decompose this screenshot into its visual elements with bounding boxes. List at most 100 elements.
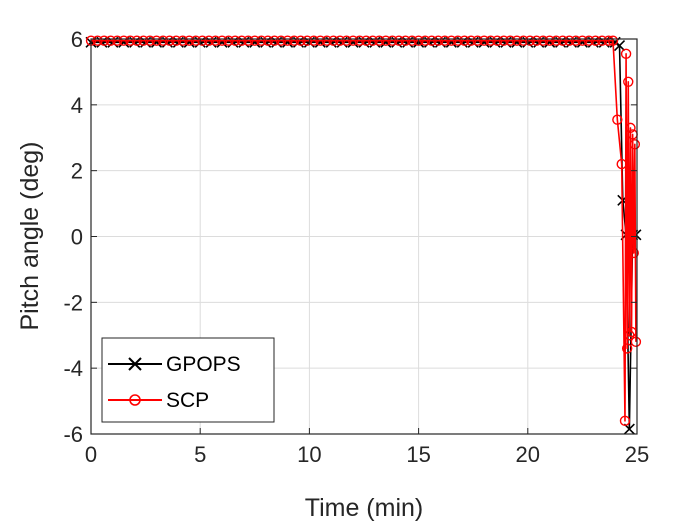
y-axis-label: Pitch angle (deg) <box>16 141 44 330</box>
data-point-scp <box>275 35 287 46</box>
data-point-scp <box>138 35 149 46</box>
y-tick-label: -4 <box>63 356 83 381</box>
data-point-scp <box>577 35 588 46</box>
data-point-scp <box>223 35 234 46</box>
data-point-scp <box>262 35 274 46</box>
data-point-scp <box>406 35 418 46</box>
x-tick-label: 25 <box>625 442 649 467</box>
data-point-scp <box>612 114 623 125</box>
legend-label-gpops: GPOPS <box>166 353 241 376</box>
data-point-scp <box>184 35 195 46</box>
data-point-scp <box>98 35 110 46</box>
data-point-scp <box>282 35 293 46</box>
data-point-scp <box>334 35 346 46</box>
legend: GPOPS SCP <box>101 337 275 423</box>
data-point-scp <box>229 35 241 46</box>
data-point-scp <box>354 35 365 46</box>
data-point-scp <box>446 35 457 46</box>
x-tick-label: 15 <box>406 442 430 467</box>
data-point-scp <box>498 35 509 46</box>
data-point-scp <box>629 139 641 150</box>
data-point-scp <box>619 415 631 427</box>
data-point-scp <box>544 35 555 46</box>
data-point-scp <box>465 35 477 46</box>
data-point-scp <box>315 35 326 46</box>
data-point-scp <box>452 35 464 46</box>
data-point-scp <box>197 35 208 46</box>
data-point-scp <box>564 35 575 46</box>
data-point-scp <box>620 48 632 60</box>
data-point-scp <box>341 35 352 46</box>
data-point-scp <box>485 35 496 46</box>
data-point-scp <box>413 35 424 46</box>
data-point-scp <box>249 35 261 46</box>
data-point-scp <box>505 35 516 46</box>
data-point-scp <box>537 35 549 46</box>
y-tick-label: 2 <box>71 159 83 184</box>
data-point-scp <box>607 35 619 46</box>
data-point-scp <box>203 35 215 46</box>
data-point-scp <box>112 35 123 46</box>
data-point-scp <box>177 35 188 46</box>
legend-marker-gpops <box>128 357 142 371</box>
data-point-scp <box>472 35 483 46</box>
data-point-scp <box>393 35 405 46</box>
data-point-scp <box>478 35 490 46</box>
data-point-scp <box>603 35 614 46</box>
data-point-scp <box>623 76 634 87</box>
data-point-scp <box>419 35 431 46</box>
series-line-scp <box>91 39 637 422</box>
x-tick-label: 20 <box>516 442 540 467</box>
legend-label-scp: SCP <box>166 389 209 412</box>
x-tick-label: 5 <box>194 442 206 467</box>
data-point-scp <box>596 35 608 46</box>
data-point-scp <box>269 35 280 46</box>
data-point-scp <box>630 336 642 348</box>
data-point-scp <box>118 35 129 46</box>
data-point-scp <box>557 35 568 46</box>
data-point-scp <box>583 35 595 46</box>
legend-marker-scp <box>129 394 141 406</box>
data-point-scp <box>616 158 627 170</box>
marker-stroke <box>623 423 635 435</box>
data-point-scp <box>492 35 503 46</box>
y-tick-label: 4 <box>71 93 83 118</box>
series-layer <box>85 35 642 435</box>
data-point-scp <box>511 35 523 46</box>
data-point-scp <box>210 35 221 46</box>
legend-box <box>101 337 275 423</box>
data-point-scp <box>625 122 636 134</box>
data-point-scp <box>288 35 300 46</box>
data-point-scp <box>590 35 601 46</box>
data-point-scp <box>621 343 633 354</box>
marker-stroke <box>613 40 626 52</box>
data-point-scp <box>164 35 175 46</box>
x-tick-label: 10 <box>297 442 321 467</box>
x-axis-label: Time (min) <box>305 494 424 522</box>
data-point-scp <box>144 35 156 46</box>
data-point-scp <box>400 35 411 46</box>
data-point-scp <box>439 35 451 46</box>
data-point-scp <box>125 35 136 46</box>
data-point-scp <box>380 35 392 46</box>
axis-ticks: 0 5 10 15 20 25 -6 -4 -2 0 2 4 6 <box>63 27 649 467</box>
x-tick-label: 0 <box>85 442 97 467</box>
data-point-scp <box>321 35 333 46</box>
data-point-scp <box>531 35 542 46</box>
data-point-scp <box>236 35 247 46</box>
data-point-gpops <box>613 40 626 52</box>
data-point-scp <box>157 35 169 46</box>
data-point-scp <box>628 247 639 259</box>
data-point-scp <box>216 35 228 46</box>
data-point-scp <box>151 35 162 46</box>
y-tick-label: 6 <box>71 27 83 52</box>
data-point-scp <box>105 35 116 46</box>
data-point-scp <box>328 35 339 46</box>
data-point-scp <box>570 35 582 46</box>
data-point-scp <box>360 35 372 46</box>
data-point-scp <box>626 326 637 338</box>
series-scp <box>85 35 642 427</box>
data-point-scp <box>367 35 378 46</box>
y-tick-label: -2 <box>63 290 83 315</box>
data-point-scp <box>170 35 182 46</box>
